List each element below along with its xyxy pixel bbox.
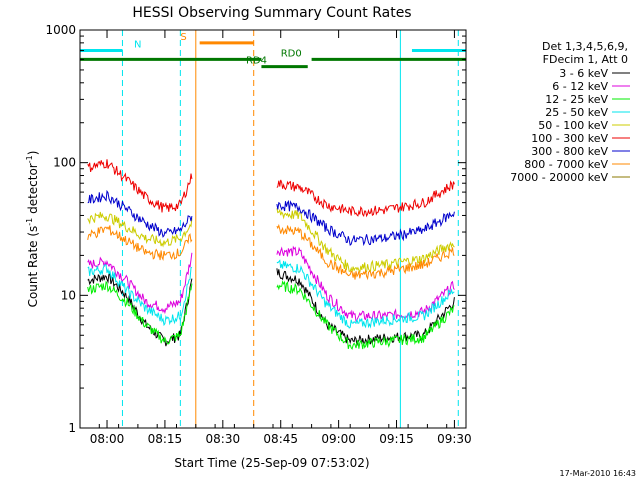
footer-date: 17-Mar-2010 16:43 [560,469,637,478]
legend: Det 1,3,4,5,6,9, FDecim 1, Att 0 3 - 6 k… [510,40,630,184]
x-tick-label-7: 09:30 [437,432,472,446]
y-axis-label-sup1: -1 [25,218,34,226]
series-line-2-after [276,245,455,323]
legend-label-3: 12 - 25 keV [545,93,608,106]
legend-label-4: 25 - 50 keV [545,106,608,119]
x-tick-label-1: 08:00 [90,432,125,446]
flag-label-n: N [134,40,141,51]
x-tick-label-2: 08:15 [148,432,183,446]
y-axis-label-end: ) [26,151,40,156]
series-line-7-after [276,199,455,247]
series-line-5-before [87,211,193,248]
legend-label-2: 6 - 12 keV [552,80,608,93]
y-tick-label-2: 10 [61,288,76,302]
x-tick-label-4: 08:45 [263,432,298,446]
series-line-8-before [87,225,193,262]
plot-frame [79,29,467,429]
series-line-2-before [87,252,193,315]
legend-label-1: 3 - 6 keV [559,67,608,80]
x-tick-label-5: 09:00 [321,432,356,446]
x-axis-label: Start Time (25-Sep-09 07:53:02) [174,456,369,470]
y-axis: 1 10 100 1000 [45,23,466,435]
legend-label-9: 7000 - 20000 keV [510,171,608,184]
plot-area: N S RD0 RD4 [80,30,466,428]
flag-label-s: S [180,32,186,43]
series-line-3-after [276,280,455,350]
flag-label-rd4: RD4 [246,56,267,67]
series-line-8-after [276,223,455,281]
series-line-4-after [276,259,455,329]
legend-label-6: 100 - 300 keV [531,132,608,145]
legend-label-7: 300 - 800 keV [531,145,608,158]
series-line-3-before [87,280,193,345]
x-axis: 08:00 08:15 08:30 08:45 09:00 09:15 09:30 [79,30,472,446]
series-line-6-before [87,159,193,213]
y-tick-label-4: 1000 [45,23,76,37]
y-tick-label-3: 100 [53,156,76,170]
legend-header-line-2: FDecim 1, Att 0 [543,53,628,66]
legend-header-line-1: Det 1,3,4,5,6,9, [542,40,628,53]
x-tick-label-3: 08:30 [206,432,241,446]
legend-label-5: 50 - 100 keV [538,119,608,132]
series-line-4-before [87,263,193,327]
x-tick-label-6: 09:15 [379,432,414,446]
series-line-6-after [276,179,455,218]
legend-label-8: 800 - 7000 keV [524,158,608,171]
series-line-7-before [87,189,193,238]
y-axis-label-mid: detector [26,163,40,218]
y-axis-label-sup2: -1 [25,155,34,163]
y-tick-label-1: 1 [68,421,76,435]
series-line-1-after [276,268,455,346]
chart-title: HESSI Observing Summary Count Rates [132,5,411,21]
y-axis-label: Count Rate (s-1 detector-1) [25,151,40,308]
y-axis-label-main: Count Rate (s [26,226,40,308]
flag-label-rd0: RD0 [281,48,302,59]
